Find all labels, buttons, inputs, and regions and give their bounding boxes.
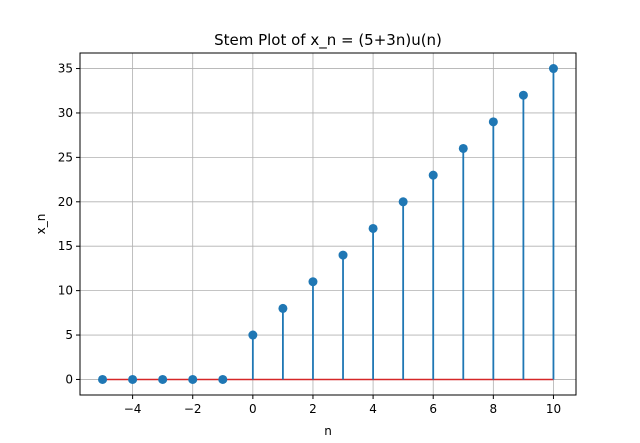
stem-lines bbox=[251, 68, 555, 380]
stem-marker bbox=[248, 330, 258, 340]
y-tick-label: 10 bbox=[58, 284, 73, 298]
stem-marker bbox=[308, 277, 318, 287]
y-axis-ticks: 0 5 10 15 20 25 30 35 bbox=[58, 62, 80, 386]
x-axis-label: n bbox=[324, 424, 332, 438]
y-tick-label: 35 bbox=[58, 62, 73, 76]
x-tick-label: 0 bbox=[249, 402, 257, 416]
stem-marker bbox=[368, 223, 378, 233]
stem-marker bbox=[128, 374, 138, 384]
x-tick-label: 10 bbox=[546, 402, 561, 416]
x-tick-label: 2 bbox=[309, 402, 317, 416]
x-tick-label: 6 bbox=[429, 402, 437, 416]
x-tick-label: 4 bbox=[369, 402, 377, 416]
stem-marker bbox=[488, 117, 498, 127]
x-tick-label: −2 bbox=[184, 402, 202, 416]
y-tick-label: 0 bbox=[65, 372, 73, 386]
stem-marker bbox=[398, 197, 408, 207]
stem-marker bbox=[338, 250, 348, 260]
y-axis-label: x_n bbox=[34, 214, 48, 235]
y-tick-label: 15 bbox=[58, 239, 73, 253]
y-tick-label: 30 bbox=[58, 106, 73, 120]
y-tick-label: 25 bbox=[58, 150, 73, 164]
stem-marker bbox=[188, 374, 198, 384]
stem-marker bbox=[458, 143, 468, 153]
chart-title: Stem Plot of x_n = (5+3n)u(n) bbox=[214, 31, 442, 50]
stem-marker bbox=[158, 374, 168, 384]
stem-markers bbox=[98, 64, 558, 384]
y-tick-label: 20 bbox=[58, 195, 73, 209]
stem-marker bbox=[548, 64, 558, 74]
stem-marker bbox=[518, 90, 528, 100]
stem-marker bbox=[218, 374, 228, 384]
axes-frame bbox=[79, 52, 577, 396]
stem-marker bbox=[428, 170, 438, 180]
x-tick-label: 8 bbox=[490, 402, 498, 416]
stem-marker bbox=[98, 374, 108, 384]
y-tick-label: 5 bbox=[65, 328, 73, 342]
stem-marker bbox=[278, 303, 288, 313]
x-axis-ticks: −4 −2 0 2 4 6 8 10 bbox=[124, 395, 561, 416]
x-tick-label: −4 bbox=[124, 402, 142, 416]
